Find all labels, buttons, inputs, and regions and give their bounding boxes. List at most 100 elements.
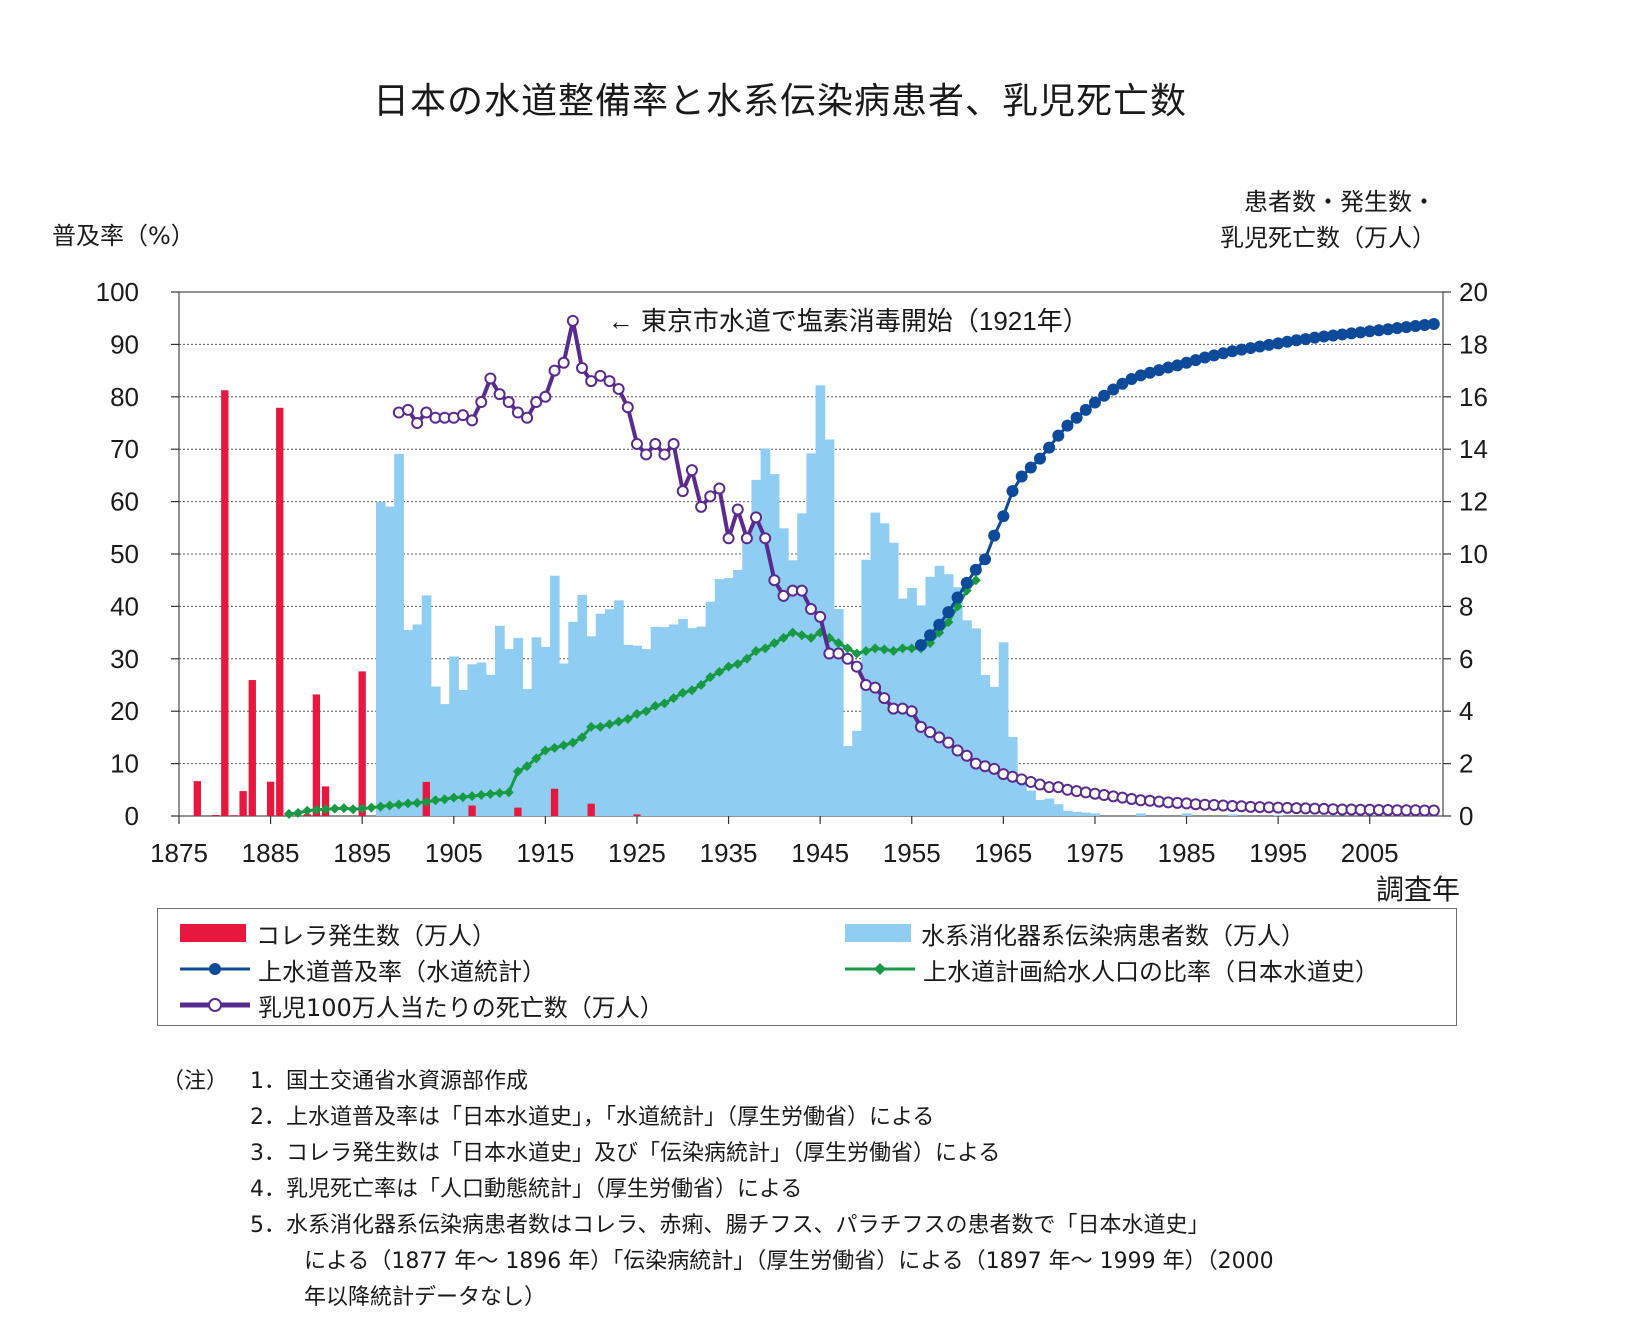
coverage-point bbox=[1125, 372, 1138, 385]
planned-ratio-point bbox=[512, 766, 523, 777]
y-right-tick-label: 18 bbox=[1459, 329, 1488, 359]
coverage-point bbox=[1162, 361, 1175, 374]
planned-ratio-point bbox=[567, 737, 578, 748]
planned-ratio-point bbox=[796, 630, 807, 641]
waterborne-bar bbox=[577, 594, 588, 816]
planned-ratio-point bbox=[870, 643, 881, 654]
waterborne-bar bbox=[907, 588, 917, 816]
planned-ratio-point bbox=[723, 661, 734, 672]
infant-mortality-point bbox=[621, 401, 634, 414]
planned-ratio-point bbox=[860, 645, 871, 656]
planned-ratio-point bbox=[439, 794, 450, 805]
cholera-bar bbox=[211, 814, 220, 816]
planned-ratio-point bbox=[879, 644, 890, 655]
waterborne-bar bbox=[733, 569, 743, 816]
waterborne-bar bbox=[604, 609, 615, 816]
x-tick-label: 1995 bbox=[1249, 838, 1307, 868]
waterborne-bar bbox=[650, 626, 661, 816]
waterborne-bar bbox=[879, 523, 890, 816]
x-tick-label: 1935 bbox=[700, 838, 758, 868]
coverage-point bbox=[1079, 403, 1092, 416]
planned-ratio-point bbox=[595, 721, 606, 732]
waterborne-bar bbox=[1017, 784, 1027, 816]
coverage-point bbox=[1299, 333, 1312, 346]
cholera-bar bbox=[514, 807, 522, 816]
legend-swatch-coverage bbox=[180, 963, 250, 975]
chart-title: 日本の水道整備率と水系伝染病患者、乳児死亡数 bbox=[372, 81, 1187, 122]
infant-mortality-point bbox=[878, 692, 891, 705]
coverage-point bbox=[933, 618, 946, 631]
legend-item-waterborne: 水系消化器系伝染病患者数（万人） bbox=[845, 917, 1305, 950]
planned-ratio-point bbox=[393, 799, 404, 810]
infant-mortality-point bbox=[740, 532, 753, 545]
legend: コレラ発生数（万人） 水系消化器系伝染病患者数（万人） 上水道普及率（水道統計）… bbox=[157, 908, 1457, 1026]
x-tick-label: 1975 bbox=[1066, 838, 1124, 868]
infant-mortality-point bbox=[768, 574, 781, 587]
cholera-bar bbox=[358, 671, 366, 816]
waterborne-bar bbox=[495, 625, 505, 816]
waterborne-bar bbox=[1053, 804, 1064, 816]
waterborne-bar bbox=[476, 662, 487, 816]
infant-mortality-point bbox=[924, 726, 937, 739]
y-right-tick-label: 2 bbox=[1459, 749, 1473, 779]
coverage-point bbox=[1290, 334, 1303, 347]
infant-mortality-point bbox=[759, 532, 772, 545]
waterborne-bar bbox=[1026, 790, 1036, 816]
cholera-bar bbox=[266, 781, 275, 816]
planned-ratio-point bbox=[714, 666, 725, 677]
planned-ratio-point bbox=[604, 719, 615, 730]
infant-mortality-point bbox=[502, 396, 515, 409]
coverage-point bbox=[1208, 349, 1221, 362]
coverage-point bbox=[1345, 327, 1358, 340]
coverage-point bbox=[1317, 330, 1330, 343]
coverage-point bbox=[1153, 364, 1166, 377]
legend-item-cholera: コレラ発生数（万人） bbox=[180, 917, 496, 950]
legend-label-infant: 乳児100万人当たりの死亡数（万人） bbox=[258, 993, 664, 1022]
planned-ratio-point bbox=[833, 638, 844, 649]
waterborne-bar bbox=[971, 628, 981, 816]
waterborne-bar bbox=[870, 512, 881, 816]
infant-mortality-point bbox=[750, 511, 763, 524]
infant-mortality-point bbox=[1427, 804, 1440, 817]
coverage-point bbox=[1400, 321, 1413, 334]
planned-ratio-point bbox=[485, 788, 496, 799]
planned-ratio-point bbox=[906, 643, 917, 654]
coverage-point bbox=[969, 563, 982, 576]
y-right-tick-label: 20 bbox=[1459, 277, 1488, 307]
planned-ratio-point bbox=[686, 685, 697, 696]
note-item-1: 1．国土交通省水資源部作成 bbox=[250, 1069, 528, 1094]
planned-ratio-point bbox=[412, 797, 423, 808]
x-tick-label: 1945 bbox=[791, 838, 849, 868]
planned-ratio-point bbox=[751, 645, 762, 656]
coverage-point bbox=[942, 606, 955, 619]
y-right-tick-label: 8 bbox=[1459, 591, 1473, 621]
planned-ratio-point bbox=[357, 803, 368, 814]
waterborne-bar bbox=[833, 609, 844, 816]
infant-mortality-point bbox=[951, 744, 964, 757]
coverage-point bbox=[1327, 329, 1340, 342]
waterborne-bar bbox=[504, 649, 514, 816]
waterborne-bar bbox=[467, 664, 478, 816]
planned-ratio-point bbox=[613, 716, 624, 727]
note-item-5: 5．水系消化器系伝染病患者数はコレラ、赤痢、腸チフス、パラチフスの患者数で「日本… bbox=[250, 1213, 1210, 1238]
infant-mortality-point bbox=[722, 532, 735, 545]
planned-ratio-point bbox=[641, 706, 652, 717]
coverage-point bbox=[1198, 351, 1211, 364]
planned-ratio-point bbox=[531, 753, 542, 764]
infant-mortality-point bbox=[988, 762, 1001, 775]
legend-label-cholera: コレラ発生数（万人） bbox=[256, 921, 496, 950]
x-axis-label: 調査年 bbox=[1376, 873, 1461, 906]
planned-ratio-point bbox=[586, 721, 597, 732]
planned-ratio-point bbox=[494, 787, 505, 798]
planned-ratio-point bbox=[622, 714, 633, 725]
waterborne-bar bbox=[549, 575, 560, 816]
waterborne-bar bbox=[458, 689, 469, 816]
coverage-point bbox=[1226, 345, 1239, 358]
waterborne-bar bbox=[623, 644, 633, 816]
planned-ratio-point bbox=[366, 802, 377, 813]
infant-mortality-point bbox=[401, 403, 414, 416]
planned-ratio-point bbox=[787, 627, 798, 638]
waterborne-bar bbox=[916, 605, 926, 816]
planned-ratio-point bbox=[842, 643, 853, 654]
waterborne-bar bbox=[678, 618, 688, 816]
